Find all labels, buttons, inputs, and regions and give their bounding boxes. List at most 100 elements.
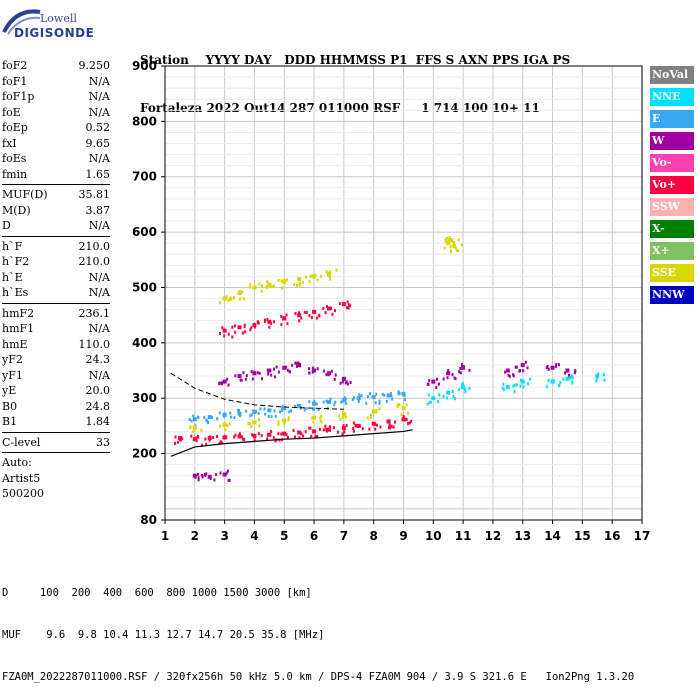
echo-point (334, 373, 337, 377)
echo-point (290, 409, 293, 413)
y-tick-label: 400 (132, 336, 157, 350)
echo-point (223, 422, 226, 426)
echo-point (230, 415, 233, 419)
echo-point (227, 298, 230, 302)
echo-point (265, 285, 268, 289)
echo-point (345, 402, 348, 406)
echo-point (461, 385, 466, 390)
echo-point (308, 314, 311, 318)
echo-point (571, 376, 574, 380)
echo-point (508, 374, 511, 378)
echo-point (277, 370, 280, 374)
echo-point (595, 376, 598, 380)
logo-swoosh-icon (2, 9, 41, 35)
echo-point (273, 375, 276, 379)
echo-point (378, 402, 381, 406)
echo-point (344, 415, 347, 419)
echo-point (314, 434, 317, 438)
echo-point (515, 365, 518, 369)
echo-point (302, 280, 305, 284)
echo-point (343, 396, 346, 400)
echo-point (571, 381, 574, 385)
echo-point (270, 373, 273, 377)
echo-point (219, 440, 222, 444)
echo-point (501, 386, 504, 390)
echo-point (370, 415, 373, 419)
echo-point (459, 371, 462, 375)
param-label: h`Es (2, 286, 29, 299)
echo-point (277, 423, 280, 427)
param-label: hmF2 (2, 306, 35, 320)
echo-point (239, 378, 242, 382)
param-row: foF1p N/A (2, 89, 110, 105)
echo-point (283, 278, 286, 282)
echo-point (197, 476, 200, 480)
y-tick-label: 900 (132, 59, 157, 73)
echo-point (293, 435, 296, 439)
echo-point (226, 469, 229, 473)
echo-point (297, 313, 302, 318)
scaler-code: 500200 (2, 487, 44, 500)
echo-point (312, 309, 317, 314)
echo-point (344, 412, 347, 416)
echo-point (375, 410, 378, 414)
echo-point (389, 426, 392, 430)
echo-point (452, 395, 455, 399)
echo-point (238, 410, 241, 414)
echo-point (281, 286, 284, 290)
echo-point (267, 432, 272, 437)
echo-point (233, 435, 236, 439)
param-value: 9.250 (78, 59, 111, 72)
echo-point (297, 430, 302, 435)
echo-point (197, 435, 200, 439)
echo-point (305, 407, 308, 411)
legend-item-e: E (650, 110, 694, 128)
param-label: yE (2, 384, 17, 397)
echo-point (322, 428, 325, 432)
echo-point (256, 320, 259, 324)
echo-point (603, 378, 606, 382)
x-tick-label: 7 (340, 529, 348, 543)
echo-point (230, 297, 233, 301)
echo-point (263, 318, 266, 322)
echo-point (277, 432, 280, 436)
echo-point (297, 277, 302, 282)
y-tick-label: 500 (132, 280, 157, 294)
echo-point (374, 427, 377, 431)
echo-point (237, 409, 240, 413)
echo-point (457, 249, 460, 253)
x-tick-label: 8 (370, 529, 378, 543)
param-row: B0 24.8 (2, 399, 110, 415)
echo-point (272, 436, 275, 440)
echo-point (204, 473, 207, 477)
echo-point (314, 310, 317, 314)
echo-point (388, 426, 391, 430)
echo-point (512, 384, 515, 388)
echo-point (222, 328, 227, 333)
echo-point (449, 250, 452, 254)
echo-point (212, 435, 215, 439)
echo-point (250, 413, 253, 417)
echo-point (333, 377, 336, 381)
echo-point (294, 361, 297, 365)
echo-point (386, 393, 391, 398)
echo-point (177, 436, 182, 441)
echo-point (234, 433, 237, 437)
echo-point (328, 425, 331, 429)
echo-point (331, 312, 334, 316)
echo-point (286, 322, 289, 326)
echo-point (459, 366, 462, 370)
chart-marks (170, 236, 606, 482)
echo-point (275, 365, 278, 369)
echo-point (229, 411, 232, 415)
echo-point (231, 325, 234, 329)
x-tick-label: 3 (220, 529, 228, 543)
echo-point (218, 441, 221, 445)
echo-point (406, 411, 409, 415)
echo-point (451, 373, 454, 377)
param-group-critical-frequencies: foF2 9.250 foF1 N/A foF1p N/A foE N/A foEp 0.52 fx… (2, 58, 110, 182)
echo-point (445, 237, 448, 241)
echo-point (330, 306, 333, 310)
param-label: yF1 (2, 368, 23, 382)
echo-point (435, 385, 438, 389)
